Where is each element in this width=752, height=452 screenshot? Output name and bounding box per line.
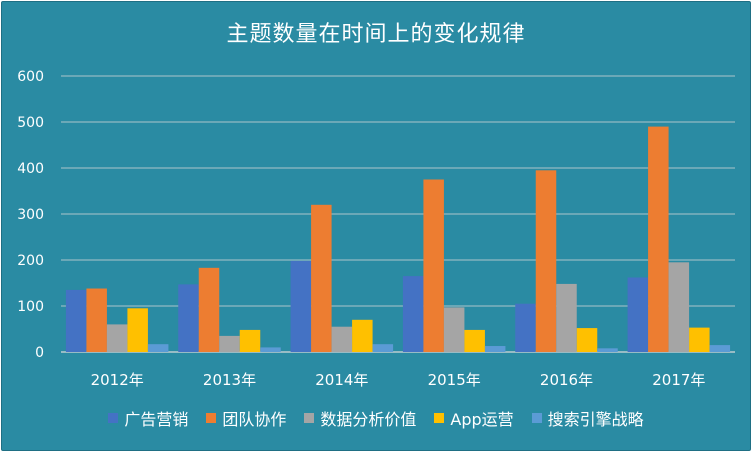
x-tick-label: 2016年 xyxy=(540,371,593,389)
legend-item: App运营 xyxy=(434,406,514,430)
legend-label: App运营 xyxy=(450,410,514,429)
bar-4 xyxy=(127,308,148,352)
bar-5 xyxy=(147,344,169,352)
y-tick-label: 200 xyxy=(17,253,44,269)
y-tick-label: 400 xyxy=(17,161,44,177)
bar-5 xyxy=(260,347,281,352)
bar-3 xyxy=(331,326,353,352)
x-tick-label: 2012年 xyxy=(91,371,144,389)
chart-title: 主题数量在时间上的变化规律 xyxy=(226,22,526,47)
bar-3 xyxy=(443,307,465,352)
bar-3 xyxy=(106,324,128,352)
bar-1 xyxy=(65,289,87,352)
bar-2 xyxy=(535,170,557,352)
bar-4 xyxy=(576,328,598,352)
y-tick-label: 500 xyxy=(17,115,44,131)
x-tick-label: 2015年 xyxy=(428,371,481,389)
bar-4 xyxy=(239,329,261,352)
legend-label: 广告营销 xyxy=(124,410,189,429)
bar-3 xyxy=(668,262,690,352)
bar-1 xyxy=(178,284,199,352)
legend-item: 数据分析价值 xyxy=(304,406,416,430)
bar-1 xyxy=(290,260,312,352)
bar-5 xyxy=(372,344,394,352)
x-tick-label: 2017年 xyxy=(652,371,705,389)
bar-3 xyxy=(556,283,577,352)
legend-swatch xyxy=(531,413,542,423)
bar-1 xyxy=(515,303,536,352)
legend-swatch xyxy=(304,413,315,423)
y-tick-label: 100 xyxy=(17,299,44,315)
x-tick-label: 2013年 xyxy=(203,371,256,389)
y-tick-label: 0 xyxy=(35,345,44,361)
bar-2 xyxy=(311,204,332,352)
bar-2 xyxy=(423,179,444,352)
legend-label: 搜索引擎战略 xyxy=(547,410,644,429)
bar-4 xyxy=(689,327,710,352)
legend-swatch xyxy=(434,413,445,423)
y-tick-label: 600 xyxy=(17,69,44,85)
bar-2 xyxy=(198,267,220,352)
legend-swatch xyxy=(108,413,119,423)
bar-3 xyxy=(219,335,240,352)
y-tick-label: 300 xyxy=(17,207,44,223)
legend-item: 广告营销 xyxy=(108,406,188,430)
x-tick-label: 2014年 xyxy=(315,371,368,389)
bar-1 xyxy=(627,277,649,352)
legend-item: 搜索引擎战略 xyxy=(531,406,644,430)
bar-4 xyxy=(464,329,485,352)
legend-label: 数据分析价值 xyxy=(320,410,417,429)
bar-2 xyxy=(86,288,107,352)
legend-swatch xyxy=(206,413,217,423)
bar-5 xyxy=(709,345,731,352)
legend-label: 团队协作 xyxy=(222,410,287,429)
bar-1 xyxy=(402,276,424,352)
chart-legend: 广告营销 团队协作 数据分析价值 App运营 搜索引擎战略 xyxy=(2,406,750,430)
bar-4 xyxy=(352,319,373,352)
bar-5 xyxy=(484,346,506,352)
legend-item: 团队协作 xyxy=(206,406,286,430)
bar-2 xyxy=(648,126,669,352)
bar-5 xyxy=(597,348,618,352)
